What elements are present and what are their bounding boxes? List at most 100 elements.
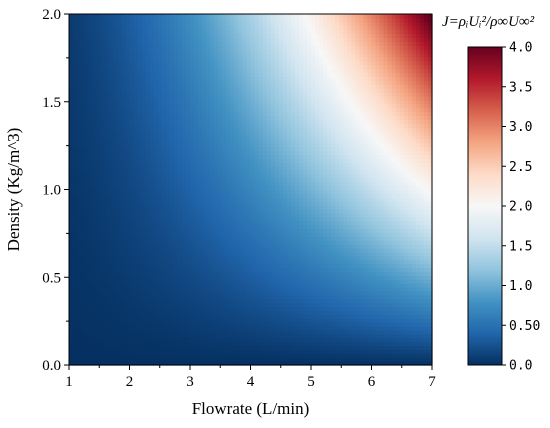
heatmap-cell (258, 64, 264, 70)
heatmap-cell (190, 193, 195, 198)
heatmap-cell (133, 212, 139, 218)
heatmap-cell (210, 154, 215, 159)
heatmap-cell (161, 212, 167, 218)
heatmap-cell (105, 275, 110, 280)
heatmap-cell (202, 37, 207, 42)
heatmap-cell (226, 310, 231, 315)
heatmap-cell (226, 146, 231, 152)
heatmap-cell (181, 341, 187, 347)
heatmap-cell (266, 138, 272, 144)
heatmap-cell (262, 251, 268, 257)
heatmap-cell (210, 68, 215, 74)
heatmap-cell (238, 80, 244, 85)
heatmap-cell (81, 158, 86, 163)
heatmap-cell (214, 123, 219, 128)
heatmap-cell (210, 302, 215, 308)
heatmap-cell (270, 216, 276, 222)
heatmap-cell (246, 131, 252, 136)
heatmap-cell (129, 361, 135, 366)
heatmap-cell (198, 111, 203, 116)
heatmap-cell (149, 146, 155, 152)
heatmap-cell (210, 290, 215, 296)
heatmap-cell (129, 41, 135, 46)
heatmap-cell (202, 158, 207, 163)
heatmap-cell (153, 185, 159, 191)
heatmap-cell (190, 275, 195, 280)
heatmap-cell (266, 248, 272, 253)
heatmap-cell (282, 103, 288, 109)
heatmap-cell (69, 25, 74, 31)
heatmap-cell (165, 115, 171, 120)
heatmap-cell (282, 64, 288, 70)
heatmap-cell (234, 357, 239, 362)
heatmap-cell (270, 33, 276, 38)
heatmap-cell (250, 349, 256, 354)
heatmap-cell (222, 353, 227, 358)
heatmap-cell (101, 255, 106, 261)
heatmap-cell (194, 88, 199, 93)
heatmap-cell (202, 95, 207, 101)
heatmap-cell (113, 236, 118, 241)
heatmap-cell (274, 33, 280, 38)
heatmap-cell (113, 240, 118, 245)
heatmap-cell (266, 244, 272, 249)
heatmap-cell (210, 244, 215, 249)
heatmap-cell (149, 21, 155, 27)
heatmap-cell (194, 201, 199, 206)
heatmap-cell (185, 56, 191, 62)
heatmap-cell (121, 232, 127, 237)
heatmap-cell (125, 271, 131, 276)
heatmap-cell (250, 92, 256, 97)
heatmap-cell (77, 154, 82, 159)
heatmap-cell (198, 158, 203, 163)
heatmap-cell (169, 41, 175, 46)
heatmap-cell (149, 60, 155, 66)
heatmap-cell (149, 95, 155, 101)
heatmap-cell (290, 283, 296, 288)
heatmap-cell (242, 80, 248, 85)
heatmap-cell (105, 49, 110, 54)
heatmap-cell (258, 72, 264, 77)
heatmap-cell (141, 353, 147, 358)
heatmap-cell (125, 212, 131, 218)
heatmap-cell (246, 170, 252, 175)
heatmap-cell (202, 212, 207, 218)
heatmap-cell (69, 170, 74, 175)
heatmap-cell (198, 33, 203, 38)
heatmap-cell (177, 49, 183, 54)
heatmap-cell (129, 134, 135, 140)
heatmap-cell (190, 123, 195, 128)
heatmap-cell (109, 251, 114, 257)
heatmap-cell (226, 127, 231, 132)
heatmap-cell (157, 302, 163, 308)
heatmap-cell (177, 228, 183, 233)
heatmap-cell (149, 329, 155, 335)
heatmap-cell (121, 193, 127, 198)
heatmap-cell (145, 60, 151, 66)
heatmap-cell (274, 21, 280, 27)
heatmap-cell (190, 56, 195, 62)
heatmap-cell (250, 53, 256, 58)
heatmap-cell (129, 127, 135, 132)
heatmap-cell (202, 310, 207, 315)
heatmap-cell (286, 349, 292, 354)
heatmap-cell (282, 255, 288, 261)
heatmap-cell (125, 92, 131, 97)
heatmap-cell (117, 107, 123, 113)
heatmap-cell (262, 150, 268, 155)
heatmap-cell (101, 294, 106, 300)
heatmap-cell (218, 294, 223, 300)
heatmap-cell (89, 240, 94, 245)
heatmap-cell (242, 72, 248, 77)
heatmap-cell (145, 154, 151, 159)
heatmap-cell (173, 251, 179, 257)
heatmap-cell (214, 283, 219, 288)
heatmap-cell (266, 279, 272, 284)
heatmap-cell (81, 21, 86, 27)
heatmap-cell (210, 209, 215, 214)
heatmap-cell (222, 88, 227, 93)
heatmap-cell (125, 107, 131, 113)
heatmap-cell (258, 131, 264, 136)
heatmap-cell (73, 158, 78, 163)
heatmap-cell (85, 134, 90, 140)
